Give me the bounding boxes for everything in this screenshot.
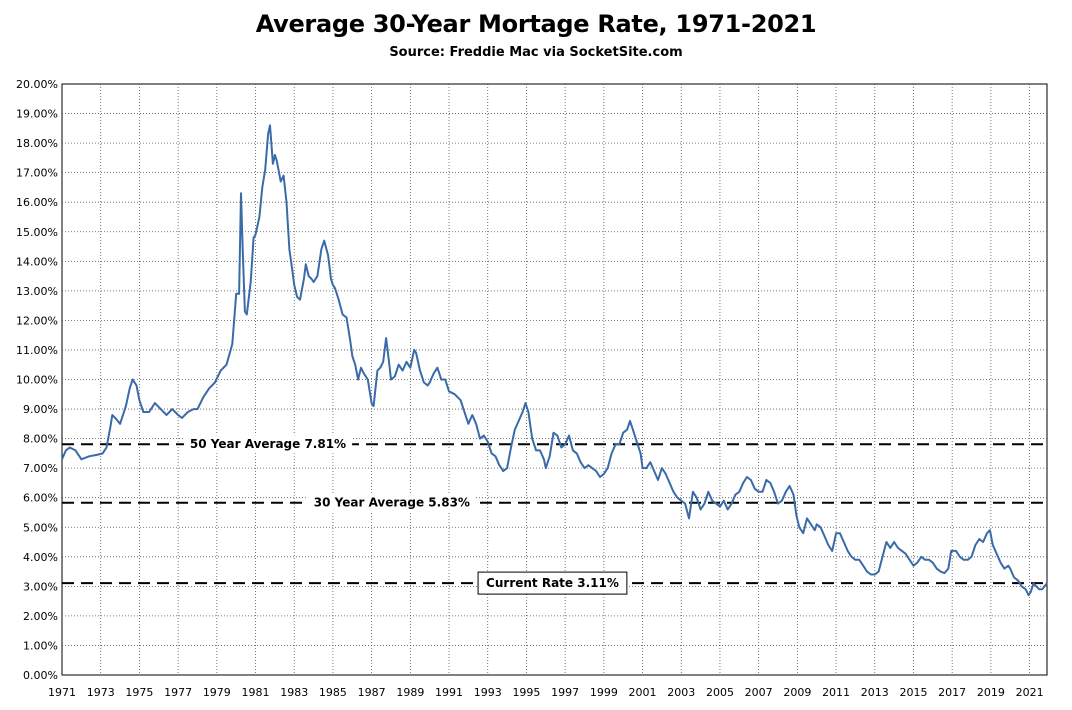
y-tick-label: 9.00%	[23, 403, 58, 416]
x-tick-label: 1977	[164, 686, 192, 699]
x-tick-label: 1999	[590, 686, 618, 699]
y-tick-label: 14.00%	[16, 255, 58, 268]
y-tick-label: 19.00%	[16, 108, 58, 121]
x-tick-label: 2003	[667, 686, 695, 699]
x-tick-label: 1975	[125, 686, 153, 699]
y-tick-label: 18.00%	[16, 137, 58, 150]
x-tick-label: 2013	[861, 686, 889, 699]
x-tick-label: 1997	[551, 686, 579, 699]
rate-series-line	[61, 124, 1048, 597]
x-tick-label: 1981	[242, 686, 270, 699]
x-tick-label: 2019	[977, 686, 1005, 699]
y-tick-label: 15.00%	[16, 226, 58, 239]
x-tick-label: 1989	[396, 686, 424, 699]
y-tick-label: 4.00%	[23, 551, 58, 564]
y-tick-label: 17.00%	[16, 167, 58, 180]
x-tick-label: 1985	[319, 686, 347, 699]
average-label-bg	[183, 435, 353, 454]
x-axis: 1971 1973 1975 1977 1979 1981 1983 1985 1987 1989…	[48, 686, 1044, 699]
current-rate-box	[477, 571, 628, 595]
y-axis: 0.00% 1.00% 2.00% 3.00% 4.00% 5.00% 6.00% 7.00%…	[16, 78, 58, 682]
y-tick-label: 12.00%	[16, 314, 58, 327]
x-tick-label: 2015	[899, 686, 927, 699]
average-label-bg	[307, 493, 476, 512]
y-tick-label: 1.00%	[23, 639, 58, 652]
average-label: 50 Year Average 7.81%	[190, 437, 346, 451]
annotations: 50 Year Average 7.81% 30 Year Average 5.8…	[183, 435, 628, 595]
x-tick-label: 1973	[87, 686, 115, 699]
y-tick-label: 7.00%	[23, 462, 58, 475]
average-label: 30 Year Average 5.83%	[314, 496, 470, 510]
y-tick-label: 11.00%	[16, 344, 58, 357]
chart-subtitle: Source: Freddie Mac via SocketSite.com	[389, 45, 683, 60]
y-tick-label: 8.00%	[23, 433, 58, 446]
y-tick-label: 10.00%	[16, 374, 58, 387]
x-tick-label: 1991	[435, 686, 463, 699]
x-tick-label: 2011	[822, 686, 850, 699]
y-tick-label: 20.00%	[16, 78, 58, 91]
x-tick-label: 2009	[783, 686, 811, 699]
x-tick-label: 2001	[629, 686, 657, 699]
x-tick-label: 1979	[203, 686, 231, 699]
x-tick-label: 1971	[48, 686, 76, 699]
x-tick-label: 2017	[938, 686, 966, 699]
reference-lines	[62, 443, 1047, 585]
y-tick-label: 5.00%	[23, 521, 58, 534]
x-tick-label: 1983	[280, 686, 308, 699]
x-tick-label: 1995	[512, 686, 540, 699]
x-tick-label: 1987	[358, 686, 386, 699]
grid	[62, 84, 1047, 675]
y-tick-label: 6.00%	[23, 492, 58, 505]
y-tick-label: 3.00%	[23, 580, 58, 593]
y-tick-label: 16.00%	[16, 196, 58, 209]
y-tick-label: 13.00%	[16, 285, 58, 298]
current-rate-label: Current Rate 3.11%	[486, 576, 619, 590]
x-tick-label: 1993	[474, 686, 502, 699]
x-tick-label: 2021	[1016, 686, 1044, 699]
y-tick-label: 2.00%	[23, 610, 58, 623]
x-tick-label: 2005	[706, 686, 734, 699]
chart-title: Average 30-Year Mortage Rate, 1971-2021	[255, 10, 817, 38]
x-tick-label: 2007	[745, 686, 773, 699]
y-tick-label: 0.00%	[23, 669, 58, 682]
